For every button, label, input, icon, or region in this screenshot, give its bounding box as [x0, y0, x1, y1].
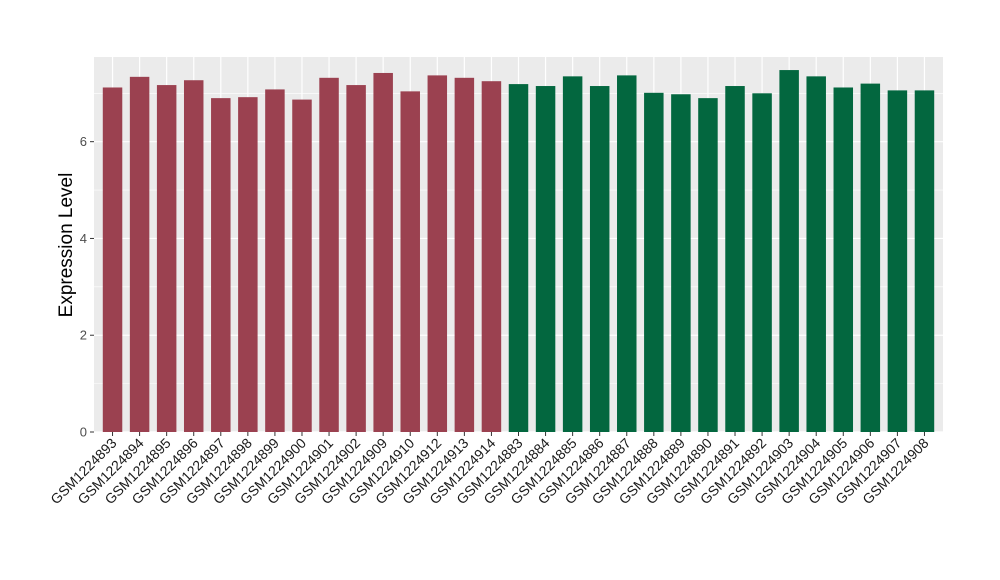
bar — [671, 94, 691, 433]
y-tick-label: 2 — [80, 328, 87, 343]
bar — [833, 87, 854, 432]
bar — [400, 91, 420, 433]
bar — [183, 80, 204, 433]
bar — [454, 77, 475, 432]
bar — [319, 77, 339, 432]
bar — [779, 70, 799, 432]
bar — [211, 98, 231, 433]
bar — [617, 75, 637, 433]
bar — [265, 89, 285, 432]
bar — [427, 75, 448, 433]
bar — [562, 76, 583, 433]
bar — [156, 85, 177, 432]
bar — [373, 72, 393, 432]
bar — [914, 90, 935, 433]
bar — [508, 84, 529, 432]
y-tick-label: 0 — [80, 425, 87, 440]
bar — [481, 81, 502, 433]
y-axis-title: Expression Level — [56, 173, 77, 318]
bar — [535, 86, 556, 432]
bar — [102, 87, 123, 432]
bar — [238, 97, 258, 433]
bar — [292, 99, 312, 433]
x-axis: GSM1224893GSM1224894GSM1224895GSM1224896… — [47, 432, 932, 507]
bar — [644, 92, 664, 432]
y-tick-label: 6 — [80, 134, 87, 149]
bar — [887, 90, 908, 433]
bar — [698, 98, 718, 433]
bar — [346, 85, 366, 432]
bar — [806, 76, 826, 433]
bars — [102, 70, 935, 433]
bar — [129, 76, 150, 432]
y-axis: 0 2 4 6 — [80, 134, 94, 440]
bar — [725, 86, 745, 432]
bar — [860, 83, 881, 432]
bar — [589, 86, 610, 432]
y-tick-label: 4 — [80, 231, 87, 246]
bar — [752, 93, 772, 433]
